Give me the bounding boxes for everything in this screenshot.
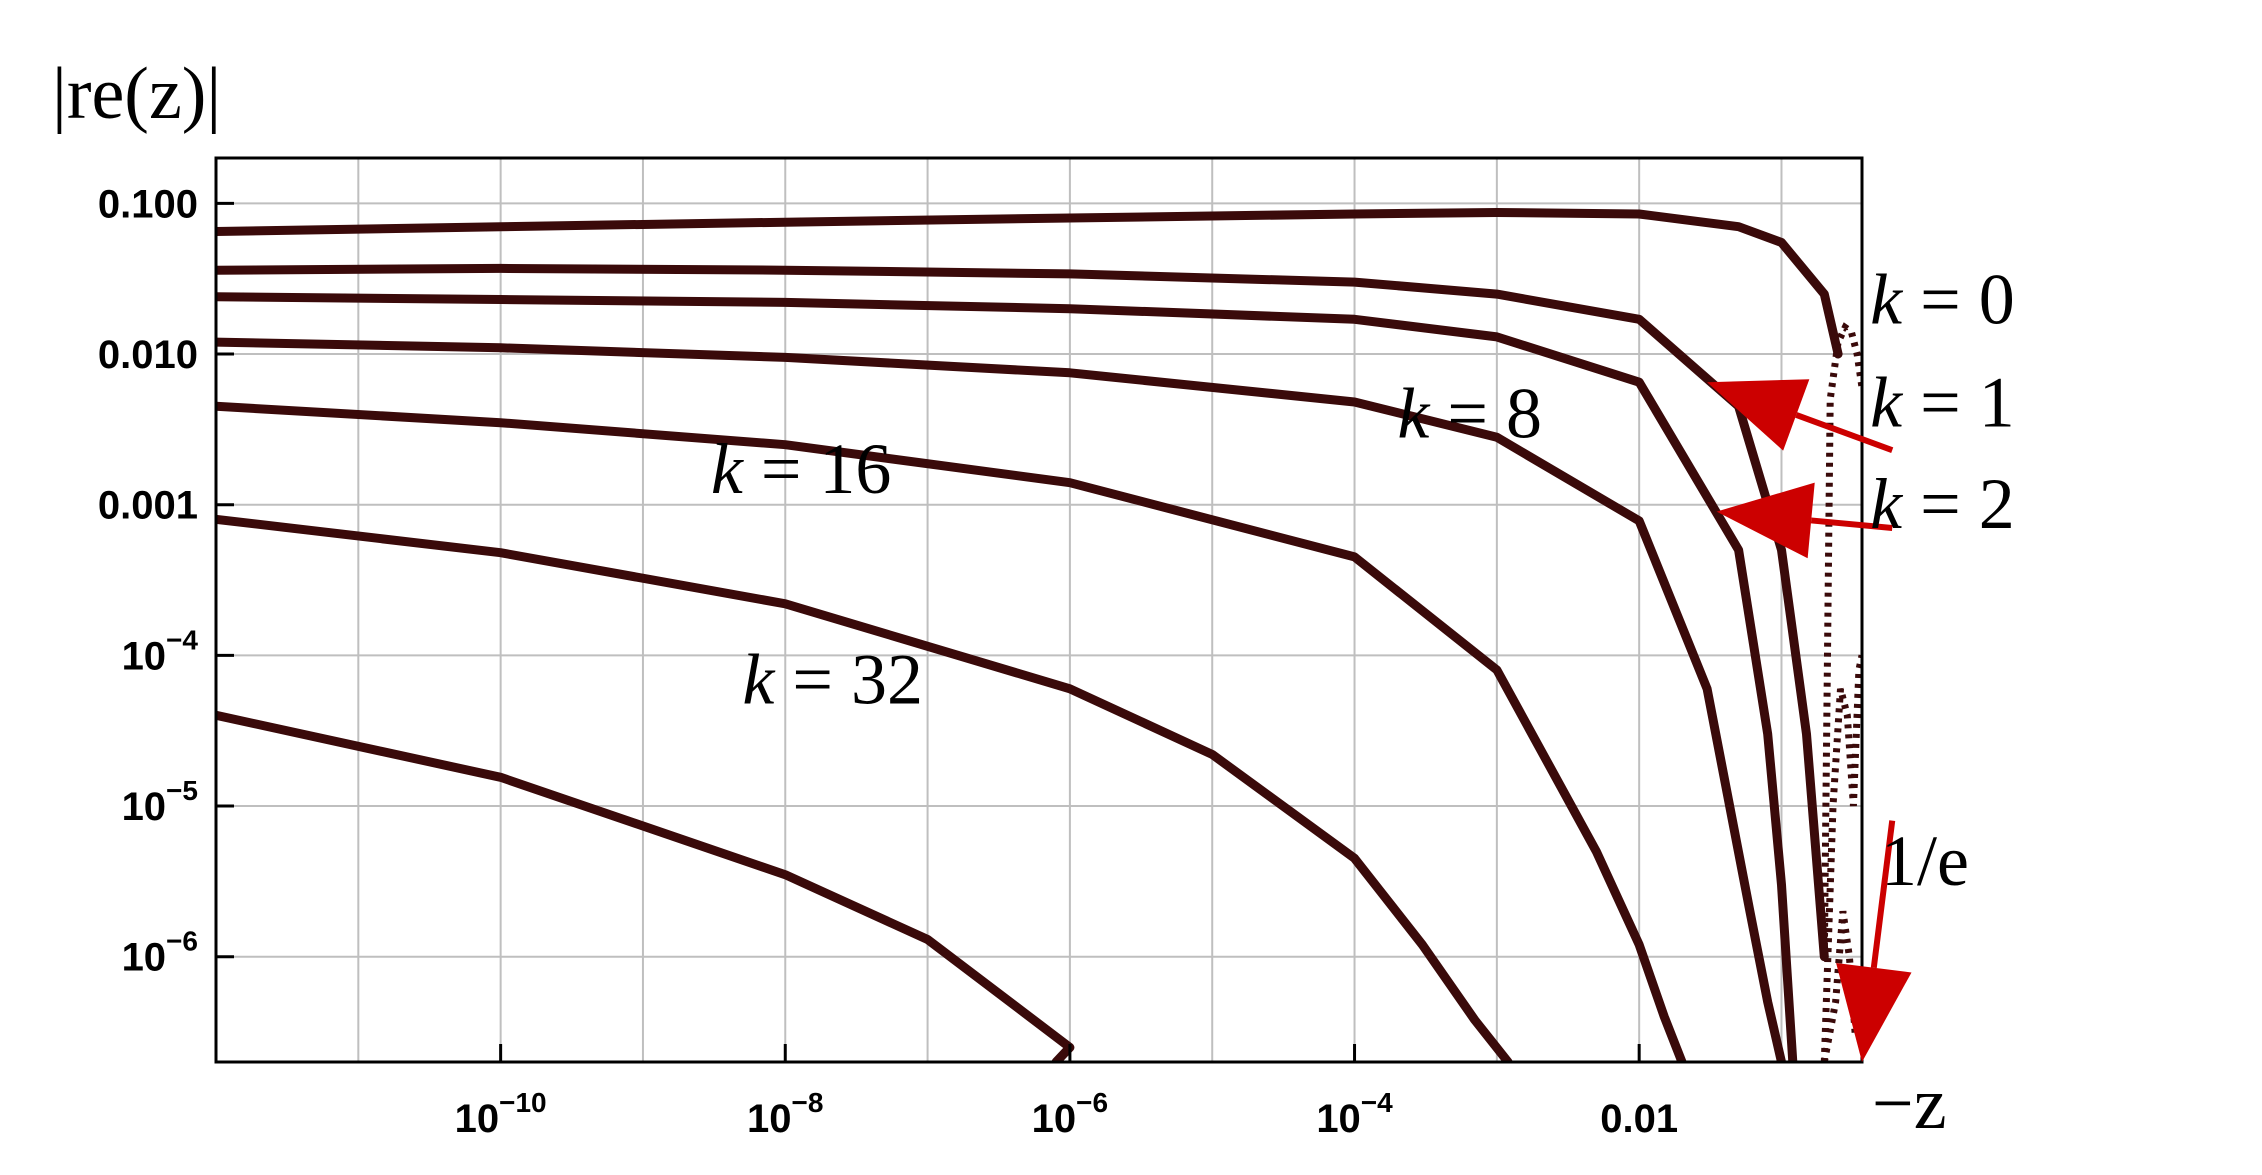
arrow-head-0 (1707, 379, 1810, 451)
series-line-5 (216, 514, 1513, 1062)
series-line-3 (216, 337, 1786, 1062)
y-tick-label-2: 0.001 (98, 484, 198, 528)
x-tick-label-4: 0.01 (1600, 1097, 1678, 1141)
series-line-1 (216, 263, 1829, 962)
x-ticks: 10−10 10−8 10−6 10−4 0.01 (455, 1044, 1678, 1141)
series-line-4 (216, 401, 1687, 1062)
annotation-k2: k = 2 (1870, 464, 2015, 544)
arrow-shaft-0 (1795, 412, 1894, 454)
annotation-k0: k = 0 (1870, 259, 2015, 339)
arrow-head-2 (1836, 963, 1912, 1062)
x-tick-label-2: 10−6 (1032, 1087, 1108, 1141)
x-tick-label-1: 10−8 (747, 1087, 823, 1141)
annotation-k1: k = 1 (1870, 363, 2015, 443)
annotation-inv_e: 1/e (1881, 821, 1969, 901)
y-tick-label-0: 0.100 (98, 182, 198, 226)
x-tick-label-0: 10−10 (455, 1087, 547, 1141)
x-tick-label-3: 10−4 (1316, 1087, 1393, 1141)
annotation-k16: k = 16 (711, 429, 892, 509)
oscillation-line-0 (1820, 322, 1862, 957)
plot-frame (214, 156, 1864, 1064)
annotation-k32: k = 32 (742, 639, 923, 719)
y-ticks: 0.100 0.010 0.001 10−4 10−5 10−6 (98, 182, 234, 980)
annotations: k = 0 k = 1 k = 2 k = 8 k = 16 k = 32 1/e (711, 259, 2015, 901)
y-axis-label: |re(z)| (52, 53, 221, 135)
y-tick-label-3: 10−4 (122, 624, 199, 678)
x-axis-label: −z (1872, 1063, 1947, 1145)
arrow-head-1 (1716, 482, 1815, 559)
curves (216, 208, 1862, 1062)
oscillation-line-1 (1820, 654, 1862, 1062)
arrow-shaft-1 (1810, 517, 1893, 532)
y-tick-label-1: 0.010 (98, 333, 198, 377)
arrow-shaft-2 (1870, 820, 1896, 969)
series-line-0 (216, 208, 1843, 359)
series-line-2 (216, 292, 1798, 1062)
grid-lines (215, 158, 1862, 1062)
annotation-k8: k = 8 (1397, 373, 1542, 453)
y-tick-label-4: 10−5 (122, 775, 198, 829)
y-tick-label-5: 10−6 (122, 926, 198, 980)
series-line-6 (216, 710, 1075, 1062)
arrows (1707, 379, 1912, 1062)
